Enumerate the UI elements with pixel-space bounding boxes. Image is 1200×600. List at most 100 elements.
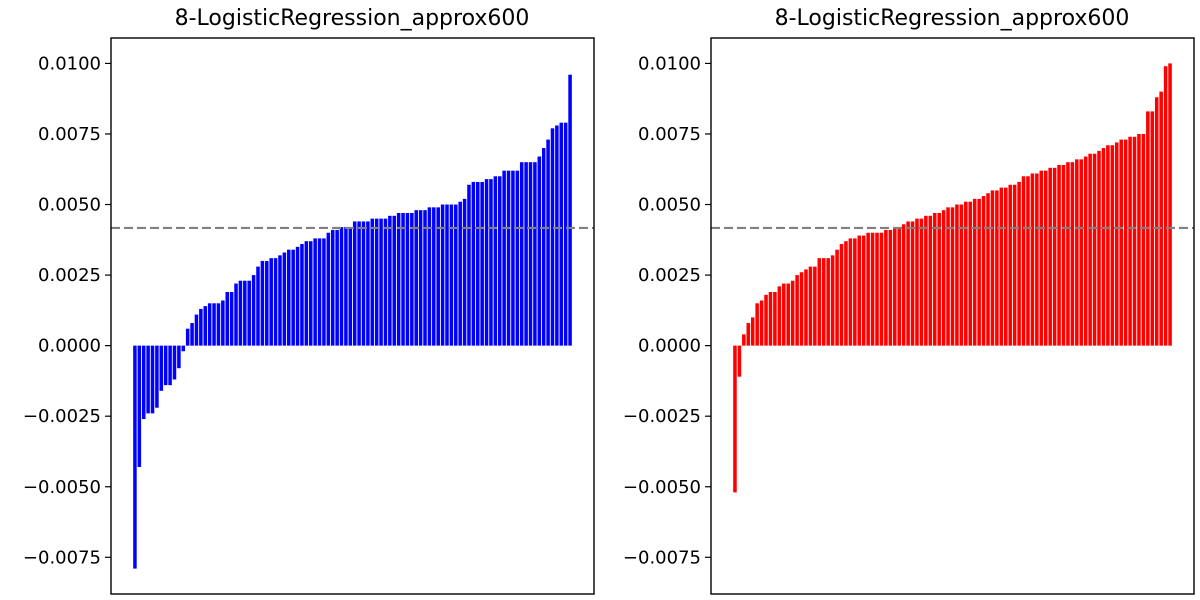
bar [348,227,353,346]
bar [559,122,564,346]
bar [888,229,893,346]
bar [941,210,946,346]
bar [172,345,177,380]
bar [159,345,164,391]
bar [1132,136,1137,346]
y-tick-label: −0.0050 [23,477,101,498]
bar [370,218,375,346]
bar-series [133,74,572,569]
bar [995,190,999,346]
bar [414,210,418,346]
bar [893,227,897,346]
bar [1141,133,1146,346]
bar [247,280,251,346]
bar [777,286,782,346]
bar [146,345,150,414]
bar [764,294,768,346]
bar [185,328,190,346]
bar [550,128,555,346]
bar [436,207,440,346]
bar [207,303,212,346]
bar [853,238,857,346]
bar [733,345,737,493]
bar [273,258,278,346]
bar [950,207,955,346]
y-tick-label: 0.0075 [38,124,101,145]
bar [906,221,910,346]
bar [181,345,186,352]
bar [141,345,146,420]
y-tick-label: −0.0050 [623,477,701,498]
bar [203,306,208,346]
bar [755,303,759,346]
bar [269,258,273,346]
bar [932,212,937,346]
bar [790,280,795,346]
bar [427,207,432,346]
bar [964,201,968,346]
bar [848,238,853,346]
y-tick-label: −0.0075 [623,547,701,568]
bar [870,232,875,346]
bar [515,170,520,346]
bar [282,252,287,346]
bar [330,229,335,346]
bar [471,181,476,346]
bar [1154,97,1159,346]
bar [177,345,181,369]
bar [440,204,445,346]
y-tick-label: 0.0025 [38,265,101,286]
bar [861,235,866,346]
bar [502,170,506,346]
bar [1035,173,1039,346]
bar [986,193,990,346]
bar [808,266,813,346]
bar [1159,91,1163,346]
bar [1088,153,1092,346]
bar [234,283,238,346]
bar [150,345,155,414]
bar [915,218,919,346]
bar [1101,148,1106,346]
bar [287,249,291,346]
bar [480,181,484,346]
bar [524,162,528,346]
bar [835,249,839,346]
bar [1066,162,1070,346]
bar [423,210,427,346]
bar [1092,153,1097,346]
bar [308,241,313,346]
bar [396,212,401,346]
bar [844,241,848,346]
bar [291,249,295,346]
bar [568,74,572,346]
bar [946,207,950,346]
bar [163,345,168,386]
bar [1128,136,1132,346]
bar [216,303,221,346]
bar [410,212,414,346]
bar [799,272,804,346]
bar [260,260,265,346]
bar [563,122,568,346]
bar [221,300,225,346]
bar [295,246,300,346]
bar [519,162,524,346]
bar [379,218,383,346]
bar [813,266,817,346]
bar [1119,139,1123,346]
bar [493,176,498,346]
bar [462,198,467,346]
bar [322,238,326,346]
bar [467,184,471,346]
bar [344,227,348,346]
y-tick-label: 0.0075 [638,124,701,145]
bar [737,345,742,377]
bar [999,187,1004,346]
bar [357,221,361,346]
bar [1026,176,1030,346]
bar [901,224,906,346]
y-tick-label: −0.0025 [623,406,701,427]
bar [1079,159,1084,346]
bar [1048,167,1052,346]
